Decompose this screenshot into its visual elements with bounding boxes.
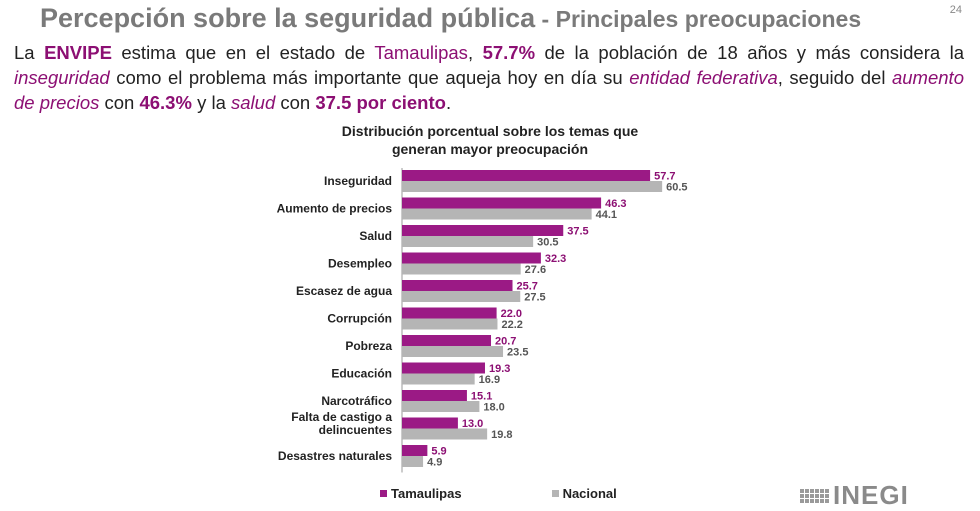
data-label-nacional-7: 16.9: [479, 374, 500, 386]
bar-tamaulipas-5: [402, 307, 497, 319]
intro-envipe: ENVIPE: [44, 42, 112, 63]
data-label-nacional-3: 27.6: [525, 264, 546, 276]
data-label-nacional-4: 27.5: [524, 292, 545, 304]
data-label-nacional-6: 23.5: [507, 347, 528, 359]
bar-nacional-9: [402, 428, 488, 440]
data-label-nacional-2: 30.5: [537, 237, 558, 249]
bar-tamaulipas-2: [402, 225, 564, 236]
data-label-tamaulipas-1: 46.3: [605, 198, 626, 210]
title-separator: -: [535, 6, 556, 32]
title-main: Percepción sobre la seguridad pública: [40, 3, 536, 33]
intro-text: La: [14, 42, 45, 63]
bar-nacional-10: [402, 456, 424, 467]
intro-text: .: [445, 92, 452, 113]
bar-nacional-6: [402, 346, 504, 357]
bar-nacional-7: [402, 373, 475, 385]
chart-title-line: generan mayor preocupación: [391, 141, 589, 157]
data-label-nacional-10: 4.9: [427, 457, 442, 469]
data-label-nacional-5: 22.2: [501, 319, 522, 331]
data-label-tamaulipas-10: 5.9: [431, 446, 446, 458]
category-label: Inseguridad: [324, 174, 392, 188]
data-label-nacional-8: 18.0: [483, 402, 504, 414]
chart-legend: Tamaulipas Nacional: [380, 486, 617, 501]
category-label: Pobreza: [345, 339, 392, 353]
data-label-tamaulipas-4: 25.7: [517, 281, 538, 293]
bar-nacional-4: [402, 291, 521, 302]
legend-label-tamaulipas: Tamaulipas: [391, 486, 462, 501]
legend-swatch-tamaulipas: [380, 490, 387, 497]
bar-nacional-8: [402, 401, 480, 412]
bar-tamaulipas-9: [402, 417, 458, 429]
bar-tamaulipas-6: [402, 335, 492, 346]
bar-tamaulipas-4: [402, 280, 513, 291]
bar-nacional-0: [402, 181, 663, 192]
data-label-tamaulipas-3: 32.3: [545, 253, 566, 265]
legend-item-tamaulipas: Tamaulipas: [380, 486, 462, 501]
category-label: Desastres naturales: [278, 449, 392, 463]
legend-swatch-nacional: [551, 490, 559, 497]
bar-tamaulipas-8: [402, 390, 467, 401]
intro-text: ,: [467, 42, 483, 63]
data-label-tamaulipas-5: 22.0: [501, 308, 522, 320]
intro-text: con: [275, 92, 316, 113]
bar-nacional-3: [402, 263, 521, 275]
logo-text: INEGI: [833, 480, 909, 510]
chart-title: Distribución porcentual sobre los temas …: [300, 122, 680, 158]
intro-pct-inseguridad: 57.7%: [482, 42, 536, 63]
intro-state: Tamaulipas: [374, 42, 468, 63]
bar-tamaulipas-7: [402, 362, 485, 374]
data-label-tamaulipas-2: 37.5: [567, 226, 588, 238]
bar-nacional-2: [402, 236, 534, 247]
data-label-nacional-0: 60.5: [666, 182, 687, 194]
intro-text: como el problema más importante que aque…: [109, 67, 630, 88]
bar-nacional-5: [402, 318, 498, 330]
bar-tamaulipas-10: [402, 445, 428, 456]
page-number: 24: [949, 4, 962, 16]
category-label: Narcotráfico: [321, 394, 392, 408]
bar-tamaulipas-0: [402, 170, 651, 181]
data-label-nacional-9: 19.8: [491, 429, 512, 441]
category-label: Escasez de agua: [296, 284, 392, 298]
intro-text: y la: [191, 92, 232, 113]
bar-nacional-1: [402, 208, 592, 220]
category-label: Aumento de precios: [277, 202, 393, 216]
chart-title-line: Distribución porcentual sobre los temas …: [341, 123, 639, 139]
intro-paragraph: La ENVIPE estima que en el estado de Tam…: [14, 40, 964, 115]
bar-tamaulipas-3: [402, 252, 541, 264]
bar-tamaulipas-1: [402, 197, 602, 209]
intro-aumento: aumento de precios: [14, 67, 964, 113]
category-label: Desempleo: [328, 257, 392, 271]
title-subtitle: Principales preocupaciones: [555, 6, 862, 32]
intro-text: de la población de 18 años y más conside…: [535, 42, 965, 63]
data-label-nacional-1: 44.1: [596, 209, 617, 221]
intro-text: , seguido del: [777, 67, 892, 88]
intro-text: con: [99, 92, 140, 113]
intro-pct-salud: 37.5 por ciento: [315, 92, 446, 113]
intro-salud: salud: [231, 92, 276, 113]
data-label-tamaulipas-8: 15.1: [471, 391, 492, 403]
category-label: Corrupción: [327, 312, 392, 326]
legend-label-nacional: Nacional: [562, 486, 617, 501]
intro-inseguridad: inseguridad: [14, 67, 110, 88]
legend-item-nacional: Nacional: [551, 486, 617, 501]
data-label-tamaulipas-0: 57.7: [654, 171, 675, 183]
inegi-logo: INEGI: [800, 480, 909, 511]
category-label: Falta de castigo a delincuentes: [291, 410, 392, 437]
logo-dots-icon: [800, 488, 829, 503]
data-label-tamaulipas-9: 13.0: [462, 418, 483, 430]
data-label-tamaulipas-6: 20.7: [495, 336, 516, 348]
category-label: Educación: [331, 367, 392, 381]
category-label: Salud: [359, 229, 392, 243]
page-title: Percepción sobre la seguridad pública - …: [40, 3, 861, 34]
intro-pct-precios: 46.3%: [139, 92, 192, 113]
intro-text: estima que en el estado de: [111, 42, 375, 63]
data-label-tamaulipas-7: 19.3: [489, 363, 510, 375]
intro-entidad: entidad federativa: [629, 67, 778, 88]
